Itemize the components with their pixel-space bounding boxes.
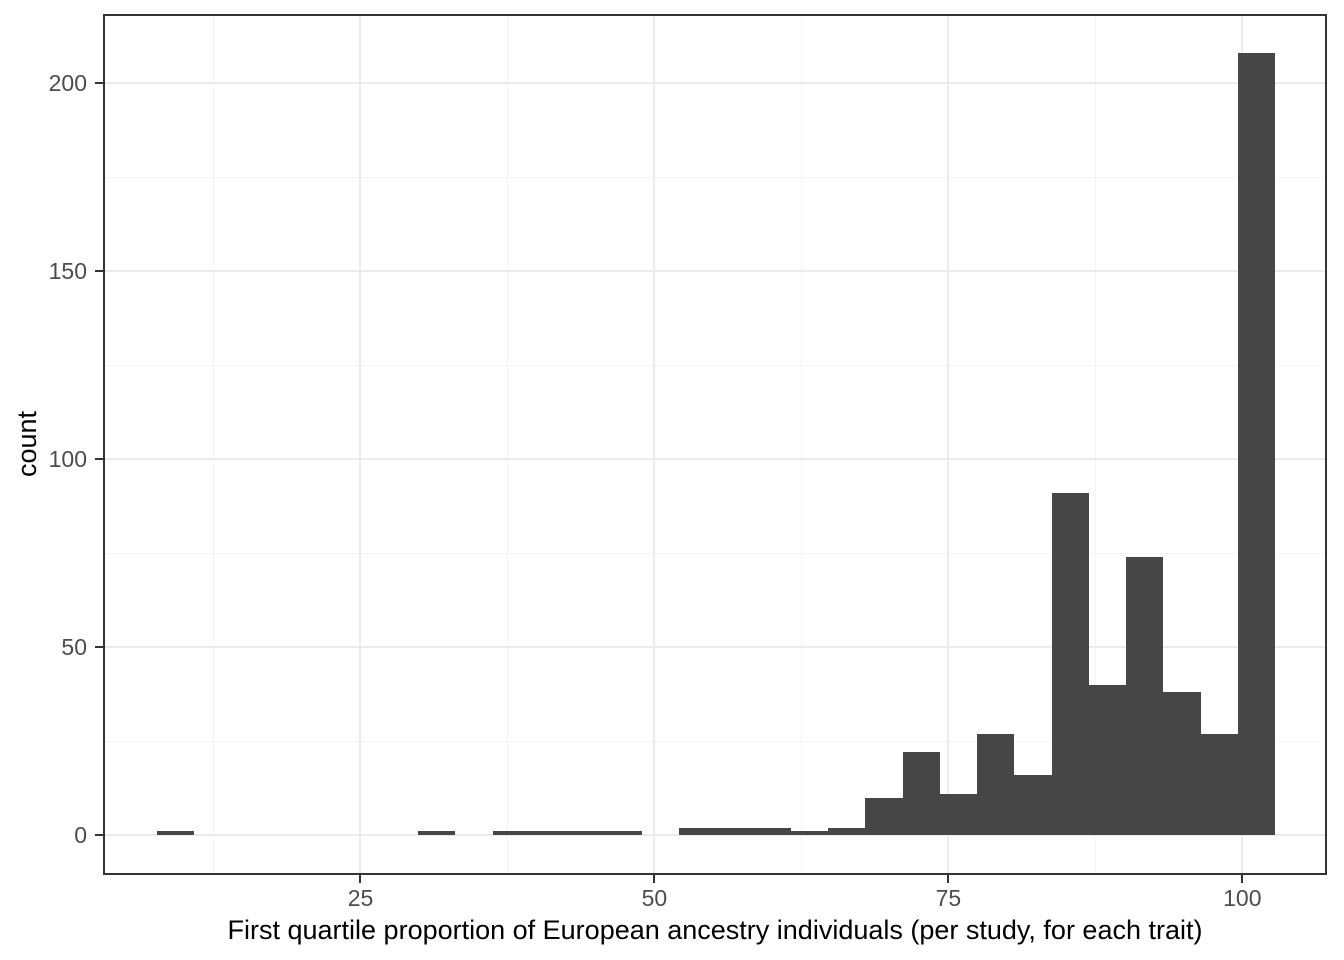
histogram-bar xyxy=(865,797,903,836)
histogram-bar xyxy=(827,827,866,836)
gridline-major-horizontal xyxy=(103,82,1327,85)
histogram-bar xyxy=(1088,684,1127,836)
gridline-minor-horizontal xyxy=(103,740,1327,742)
x-axis-tick xyxy=(1241,875,1244,883)
histogram-bar xyxy=(790,831,828,836)
y-axis-tick xyxy=(95,82,103,85)
histogram-bar xyxy=(1200,733,1238,836)
histogram-bar xyxy=(902,752,940,836)
x-axis-tick-label: 100 xyxy=(1223,885,1262,911)
gridline-major-vertical xyxy=(359,14,362,875)
histogram-bar xyxy=(753,827,791,836)
y-axis-tick xyxy=(95,270,103,273)
gridline-minor-horizontal xyxy=(103,364,1327,366)
x-axis-title: First quartile proportion of European an… xyxy=(227,915,1203,945)
x-axis-tick xyxy=(947,875,950,883)
y-axis-title: count xyxy=(12,410,42,478)
gridline-minor-vertical xyxy=(213,14,215,875)
histogram-bar xyxy=(1051,493,1089,836)
x-axis-tick-label: 50 xyxy=(641,885,668,911)
y-axis-tick-label: 100 xyxy=(48,446,87,473)
gridline-major-horizontal xyxy=(103,270,1327,273)
histogram-bar xyxy=(1126,556,1164,836)
histogram-bar xyxy=(417,831,456,836)
histogram-bar xyxy=(977,733,1015,836)
histogram-bar xyxy=(678,827,717,836)
histogram-bar xyxy=(567,831,605,836)
gridline-major-horizontal xyxy=(103,458,1327,461)
gridline-minor-horizontal xyxy=(103,552,1327,554)
gridline-minor-vertical xyxy=(800,14,802,875)
y-axis-tick-label: 200 xyxy=(48,70,87,97)
x-axis-tick xyxy=(359,875,362,883)
histogram-bar xyxy=(529,831,568,836)
y-axis-tick xyxy=(95,646,103,649)
y-axis-tick xyxy=(95,458,103,461)
x-axis-tick-label: 25 xyxy=(347,885,374,911)
gridline-minor-vertical xyxy=(506,14,508,875)
y-axis-tick-label: 0 xyxy=(74,822,87,849)
y-axis-tick-label: 150 xyxy=(48,258,87,285)
histogram-bar xyxy=(1163,692,1201,836)
x-axis-tick xyxy=(653,875,656,883)
histogram-bar xyxy=(1014,774,1052,836)
gridline-major-horizontal xyxy=(103,834,1327,837)
histogram-bar xyxy=(716,827,754,836)
gridline-major-vertical xyxy=(947,14,950,875)
x-axis-tick-label: 75 xyxy=(935,885,962,911)
gridline-major-horizontal xyxy=(103,646,1327,649)
plot-panel xyxy=(103,14,1327,875)
histogram-bar xyxy=(1237,53,1276,836)
y-axis-tick-label: 50 xyxy=(61,634,87,661)
gridline-minor-vertical xyxy=(1094,14,1096,875)
gridline-major-vertical xyxy=(653,14,656,875)
histogram-bar xyxy=(492,831,530,836)
histogram-bar xyxy=(604,831,642,836)
y-axis-tick xyxy=(95,834,103,837)
histogram-bar xyxy=(157,831,195,836)
gridline-minor-horizontal xyxy=(103,176,1327,178)
histogram-bar xyxy=(939,793,978,836)
